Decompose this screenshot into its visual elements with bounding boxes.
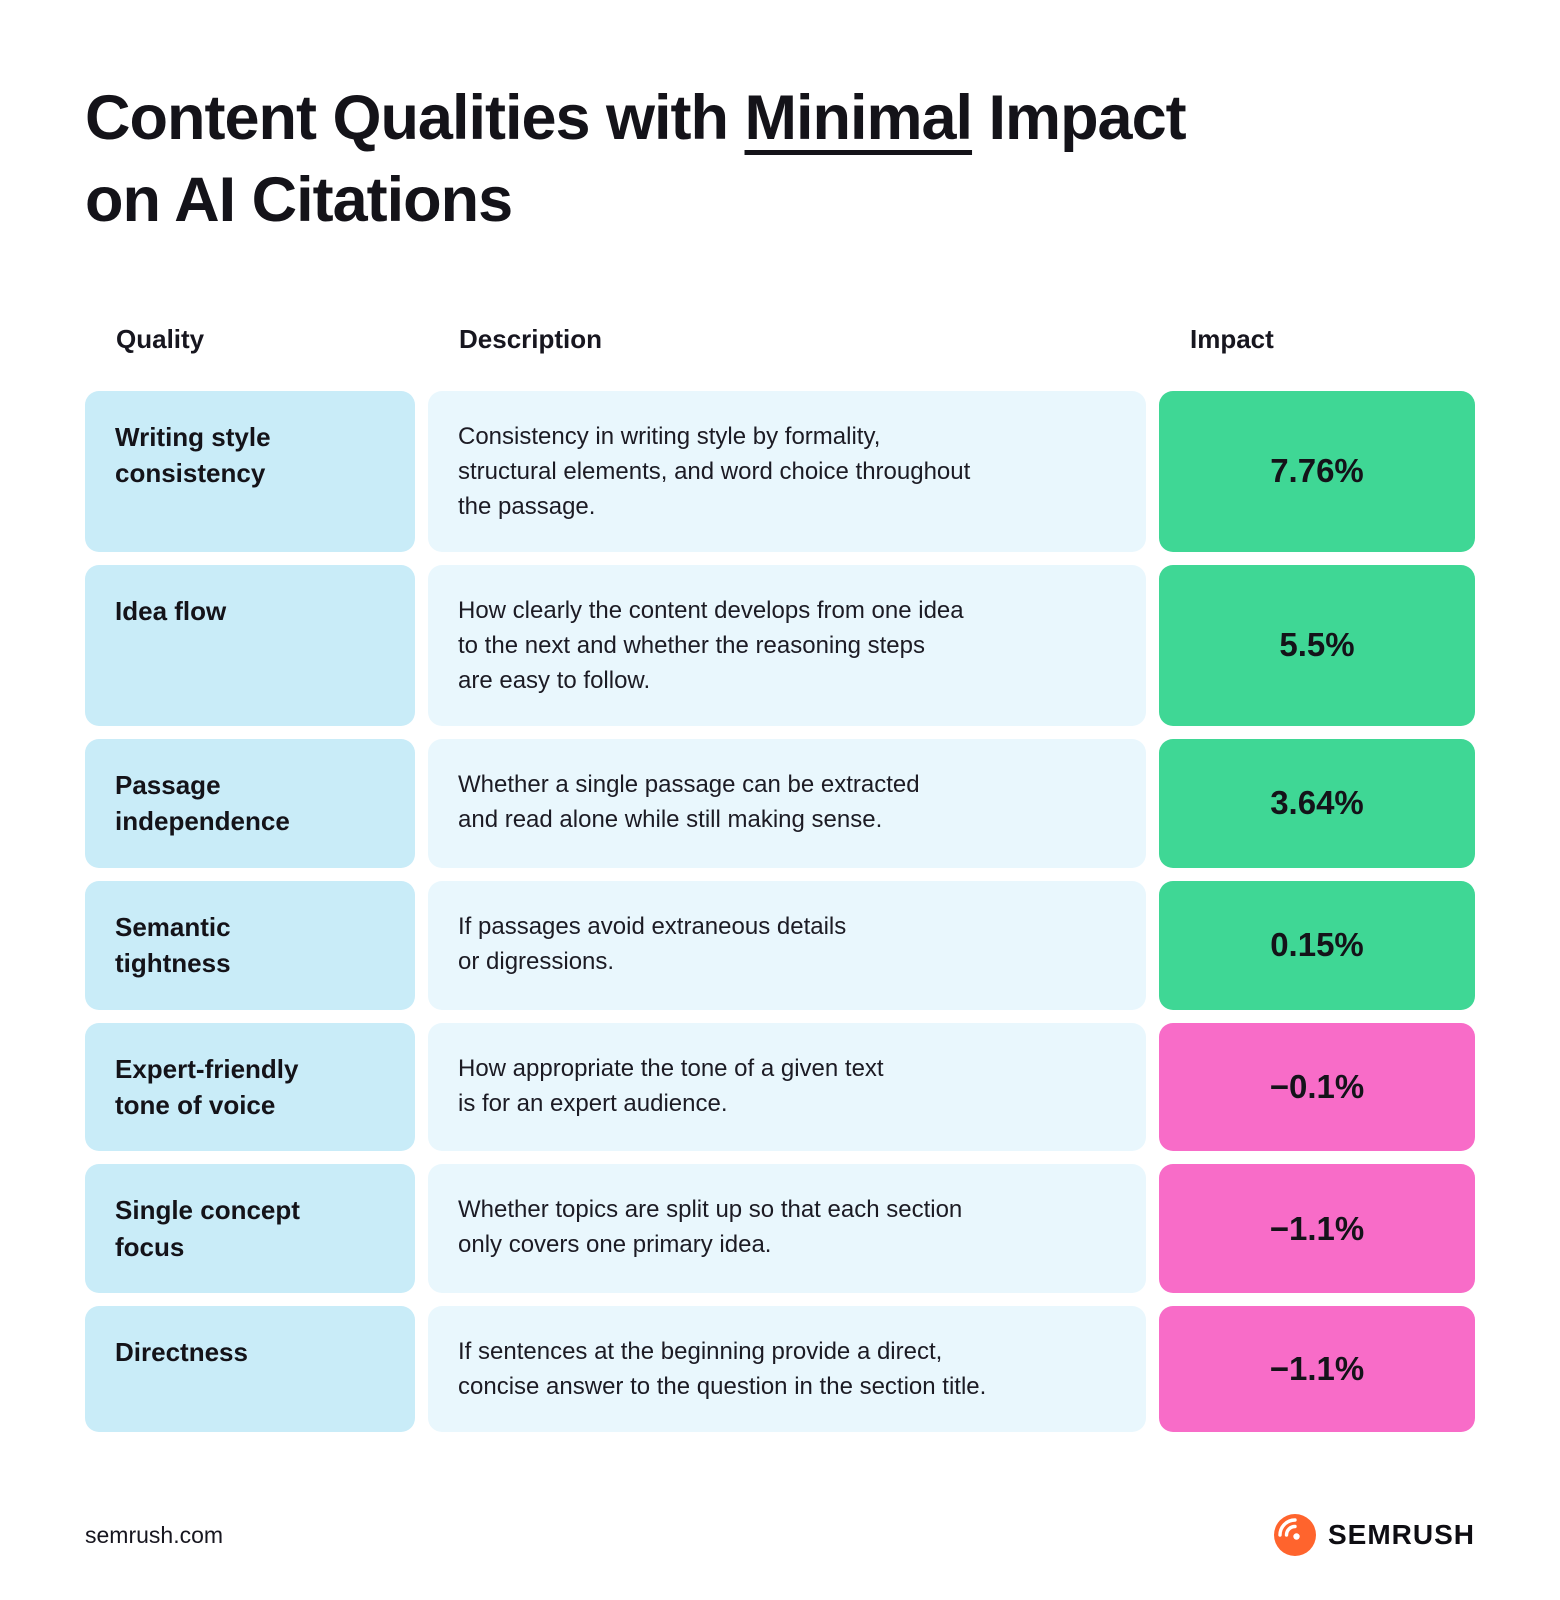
table-row: Writing style consistency Consistency in… (85, 390, 1475, 552)
site-url-text: semrush.com (85, 1521, 224, 1548)
quality-cell: Writing style consistency (85, 390, 415, 552)
quality-cell: Passage independence (85, 738, 415, 868)
title-post: Impact on AI Citations (85, 83, 1187, 235)
impact-value: −1.1% (1159, 1306, 1475, 1433)
quality-cell: Expert-friendly tone of voice (85, 1022, 415, 1152)
quality-cell: Single concept focus (85, 1164, 415, 1294)
impact-value: 7.76% (1159, 390, 1475, 552)
description-cell: If passages avoid extraneous details or … (428, 880, 1146, 1010)
table-body: Writing style consistency Consistency in… (85, 390, 1475, 1433)
quality-cell: Directness (85, 1306, 415, 1433)
description-cell: Whether topics are split up so that each… (428, 1164, 1146, 1294)
description-cell: Consistency in writing style by formalit… (428, 390, 1146, 552)
semrush-wordmark: SEMRUSH (1327, 1519, 1475, 1550)
header-description: Description (459, 323, 603, 354)
impact-value: −0.1% (1159, 1022, 1475, 1152)
table-row: Idea flow How clearly the content develo… (85, 564, 1475, 726)
table-header-row: Quality Description Impact (85, 324, 1475, 355)
quality-cell: Idea flow (85, 564, 415, 726)
title-pre: Content Qualities with (85, 83, 745, 153)
impact-value: −1.1% (1159, 1164, 1475, 1294)
qualities-table: Quality Description Impact Writing style… (85, 324, 1475, 1433)
description-cell: How clearly the content develops from on… (428, 564, 1146, 726)
table-row: Directness If sentences at the beginning… (85, 1306, 1475, 1433)
table-row: Semantic tightness If passages avoid ext… (85, 880, 1475, 1010)
impact-value: 5.5% (1159, 564, 1475, 726)
table-row: Passage independence Whether a single pa… (85, 738, 1475, 868)
description-cell: If sentences at the beginning provide a … (428, 1306, 1146, 1433)
description-cell: How appropriate the tone of a given text… (428, 1022, 1146, 1152)
page-title: Content Qualities with Minimal Impact on… (85, 78, 1445, 242)
semrush-flame-icon (1273, 1514, 1316, 1556)
table-row: Expert-friendly tone of voice How approp… (85, 1022, 1475, 1152)
semrush-logo: SEMRUSH (1273, 1514, 1475, 1556)
footer: semrush.com SEMRUSH (85, 1514, 1475, 1556)
header-impact: Impact (1190, 323, 1274, 354)
header-quality: Quality (116, 323, 205, 354)
impact-value: 3.64% (1159, 738, 1475, 868)
description-cell: Whether a single passage can be extracte… (428, 738, 1146, 868)
title-highlight: Minimal (744, 83, 974, 153)
impact-value: 0.15% (1159, 880, 1475, 1010)
quality-cell: Semantic tightness (85, 880, 415, 1010)
table-row: Single concept focus Whether topics are … (85, 1164, 1475, 1294)
